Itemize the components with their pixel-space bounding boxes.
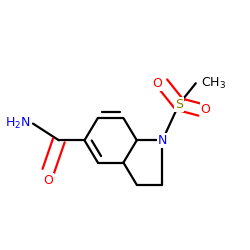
Text: CH$_3$: CH$_3$ [201, 76, 226, 91]
Text: O: O [43, 174, 53, 187]
Text: N: N [158, 134, 167, 147]
Text: H$_2$N: H$_2$N [5, 116, 30, 131]
Text: O: O [152, 77, 162, 90]
Text: S: S [175, 98, 183, 111]
Text: O: O [200, 103, 210, 116]
